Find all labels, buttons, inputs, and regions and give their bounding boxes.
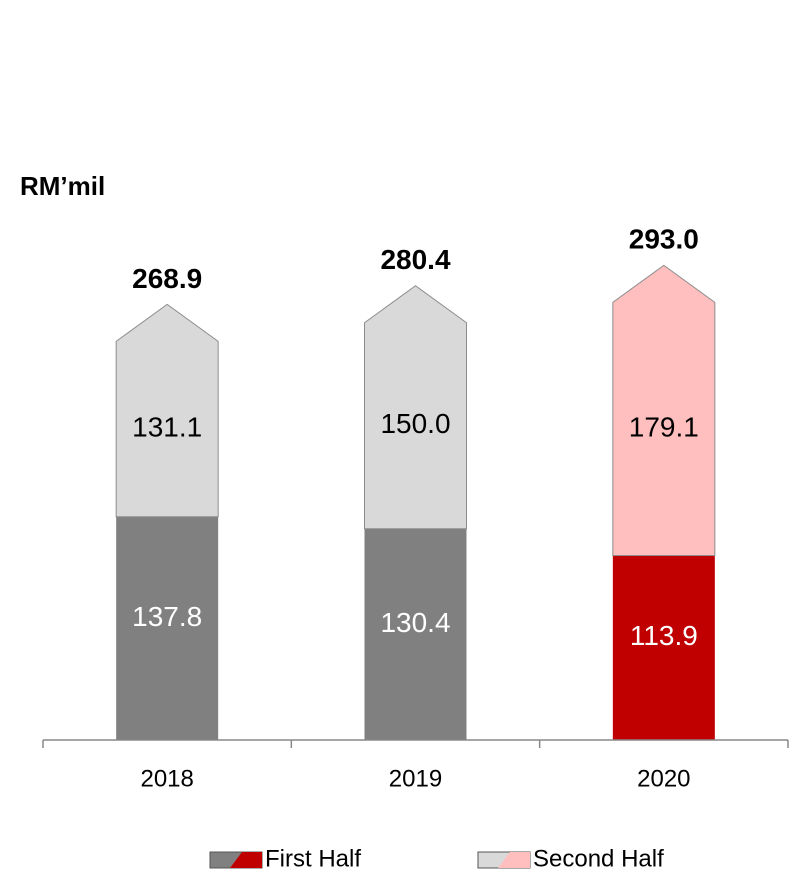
unit-label: RM’mil — [20, 171, 105, 201]
legend-label: Second Half — [533, 845, 664, 872]
x-tick-label: 2020 — [637, 765, 690, 792]
value-label: 150.0 — [380, 408, 450, 439]
arrow-segment — [364, 285, 467, 530]
total-label: 280.4 — [380, 244, 450, 275]
x-tick-label: 2018 — [140, 765, 193, 792]
value-label: 137.8 — [132, 601, 202, 632]
arrow-segment — [115, 303, 219, 518]
legend-label: First Half — [265, 845, 361, 872]
bar-segment — [612, 555, 715, 740]
arrow-segment — [612, 264, 716, 556]
total-label: 293.0 — [629, 224, 699, 255]
total-label: 268.9 — [132, 263, 202, 294]
bar-segment — [116, 516, 219, 740]
x-tick-label: 2019 — [389, 765, 442, 792]
value-label: 131.1 — [132, 411, 202, 442]
value-label: 113.9 — [630, 620, 698, 651]
legend-swatch — [230, 852, 262, 868]
value-label: 130.4 — [380, 607, 450, 638]
bar-segment — [364, 528, 467, 740]
value-label: 179.1 — [629, 411, 699, 442]
legend-swatch — [498, 852, 530, 868]
